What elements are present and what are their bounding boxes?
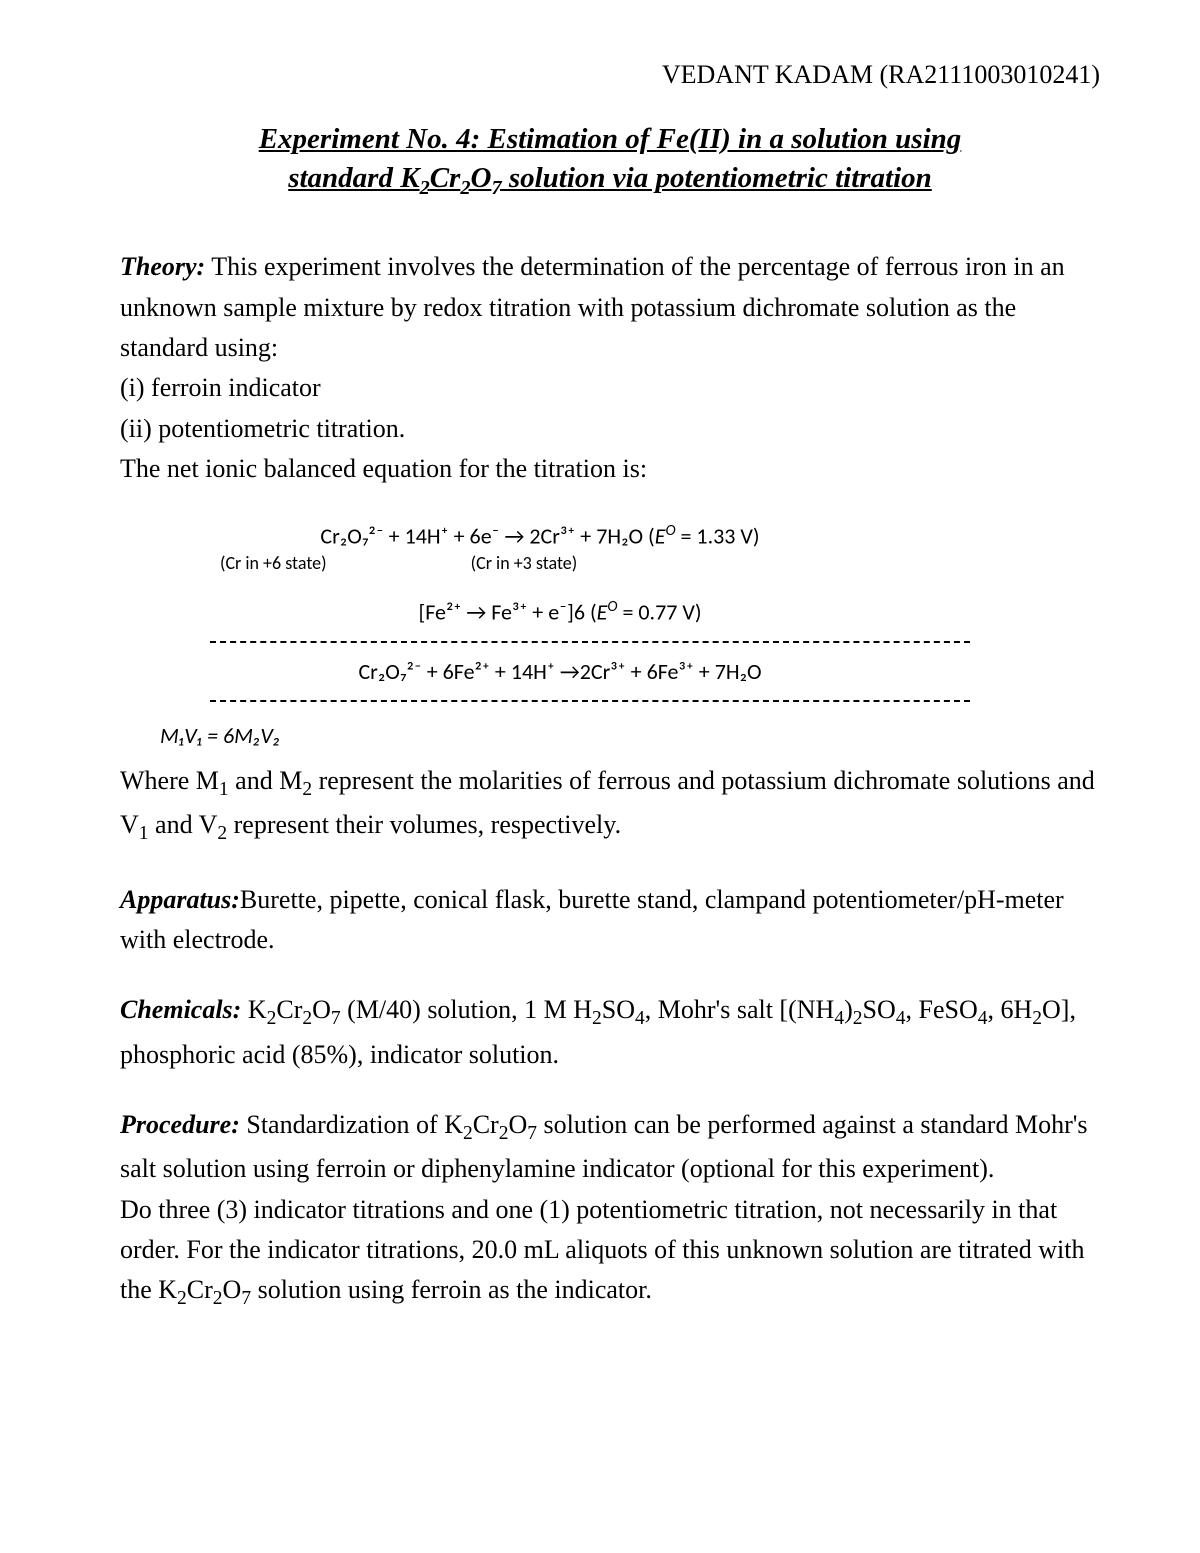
mv-equation: M₁V₁ = 6M₂V₂	[160, 722, 1100, 749]
theory-label: Theory:	[120, 252, 205, 281]
eq2-val: = 0.77 V)	[617, 599, 701, 626]
eq2-formula: [Fe²⁺ → Fe³⁺ + e⁻]6	[418, 599, 585, 626]
eq1-paren: (	[643, 522, 655, 549]
theory-section: Theory: This experiment involves the det…	[120, 247, 1100, 489]
equation-1: Cr₂O₇²⁻ + 14H⁺ + 6e⁻ → 2Cr³⁺ + 7H₂O (EO …	[120, 519, 960, 552]
title-suffix: solution via potentiometric titration	[502, 162, 932, 194]
p-1c: O	[508, 1110, 527, 1139]
eq1-formula: Cr₂O₇²⁻ + 14H⁺ + 6e⁻ → 2Cr³⁺ + 7H₂O	[320, 522, 643, 549]
where-p2: and M	[229, 766, 303, 795]
state-right: (Cr in +3 state)	[471, 550, 578, 577]
apparatus-label: Apparatus:	[120, 885, 240, 914]
c-t1: K	[241, 995, 266, 1024]
c-t4: (M/40) solution, 1 M H	[341, 995, 592, 1024]
c-t3: O	[312, 995, 331, 1024]
p-1s1: 2	[463, 1123, 473, 1144]
c-s6: 4	[834, 1008, 844, 1029]
procedure-label: Procedure:	[120, 1110, 240, 1139]
where-p1: Where M	[120, 766, 219, 795]
p-2s3: 7	[241, 1288, 251, 1309]
p-1b: Cr	[473, 1110, 499, 1139]
p-2b: Cr	[187, 1275, 213, 1304]
p-1s2: 2	[499, 1123, 509, 1144]
where-p5: represent their volumes, respectively.	[227, 810, 621, 839]
c-t2: Cr	[276, 995, 302, 1024]
eq2-E: E	[597, 599, 608, 626]
chemicals-label: Chemicals:	[120, 995, 241, 1024]
chemicals-section: Chemicals: K2Cr2O7 (M/40) solution, 1 M …	[120, 990, 1100, 1075]
eq2-O: O	[607, 597, 617, 616]
p-2s2: 2	[213, 1288, 223, 1309]
title-sub2: 2	[460, 177, 470, 199]
theory-para1: This experiment involves the determinati…	[120, 252, 1065, 362]
title-mid2: O	[470, 162, 491, 194]
title-mid: Cr	[430, 162, 461, 194]
state-left: (Cr in +6 state)	[220, 550, 327, 577]
where-sub4: 2	[217, 823, 227, 844]
title-line2-prefix: standard K	[288, 162, 419, 194]
where-sub3: 1	[139, 823, 149, 844]
theory-para2: The net ionic balanced equation for the …	[120, 454, 647, 483]
c-s2: 2	[302, 1008, 312, 1029]
where-paragraph: Where M1 and M2 represent the molarities…	[120, 761, 1100, 850]
equation-block: Cr₂O₇²⁻ + 14H⁺ + 6e⁻ → 2Cr³⁺ + 7H₂O (EO …	[160, 519, 960, 702]
student-header: VEDANT KADAM (RA2111003010241)	[120, 60, 1100, 90]
apparatus-section: Apparatus:Burette, pipette, conical flas…	[120, 880, 1100, 961]
eq1-O: O	[665, 521, 675, 540]
procedure-section: Procedure: Standardization of K2Cr2O7 so…	[120, 1105, 1100, 1315]
c-s3: 7	[331, 1008, 341, 1029]
title-sub1: 2	[420, 177, 430, 199]
p-2s1: 2	[177, 1288, 187, 1309]
c-t6: , Mohr's salt [(NH	[645, 995, 835, 1024]
dashed-divider-2	[210, 700, 970, 702]
eq1-val: = 1.33 V)	[676, 522, 760, 549]
dashed-divider-1	[210, 641, 970, 643]
c-s4: 2	[592, 1008, 602, 1029]
where-p4: and V	[149, 810, 218, 839]
p-2c: O	[223, 1275, 242, 1304]
c-t10: , 6H	[987, 995, 1032, 1024]
c-s1: 2	[267, 1008, 277, 1029]
p-2d: solution using ferroin as the indicator.	[251, 1275, 652, 1304]
eq1-E: E	[655, 522, 666, 549]
p-1a: Standardization of K	[240, 1110, 463, 1139]
apparatus-text: Burette, pipette, conical flask, burette…	[120, 885, 1064, 954]
title-line1: Experiment No. 4: Estimation of Fe(II) i…	[259, 123, 962, 155]
experiment-title: Experiment No. 4: Estimation of Fe(II) i…	[120, 120, 1100, 202]
c-s10: 2	[1032, 1008, 1042, 1029]
c-s5: 4	[635, 1008, 645, 1029]
c-t7: )	[844, 995, 853, 1024]
c-t5: SO	[602, 995, 635, 1024]
where-sub2: 2	[302, 779, 312, 800]
eq2-paren: (	[585, 599, 597, 626]
title-sub3: 7	[491, 177, 501, 199]
equation-3: Cr₂O₇²⁻ + 6Fe²⁺ + 14H⁺ →2Cr³⁺ + 6Fe³⁺ + …	[160, 655, 960, 688]
oxidation-states: (Cr in +6 state) (Cr in +3 state)	[160, 550, 960, 577]
equation-2: [Fe²⁺ → Fe³⁺ + e⁻]6 (EO = 0.77 V)	[160, 595, 960, 628]
c-t8: SO	[862, 995, 895, 1024]
c-t9: , FeSO	[905, 995, 977, 1024]
p-1s3: 7	[527, 1123, 537, 1144]
where-sub1: 1	[219, 779, 229, 800]
theory-item-ii: (ii) potentiometric titration.	[120, 414, 405, 443]
theory-item-i: (i) ferroin indicator	[120, 373, 321, 402]
